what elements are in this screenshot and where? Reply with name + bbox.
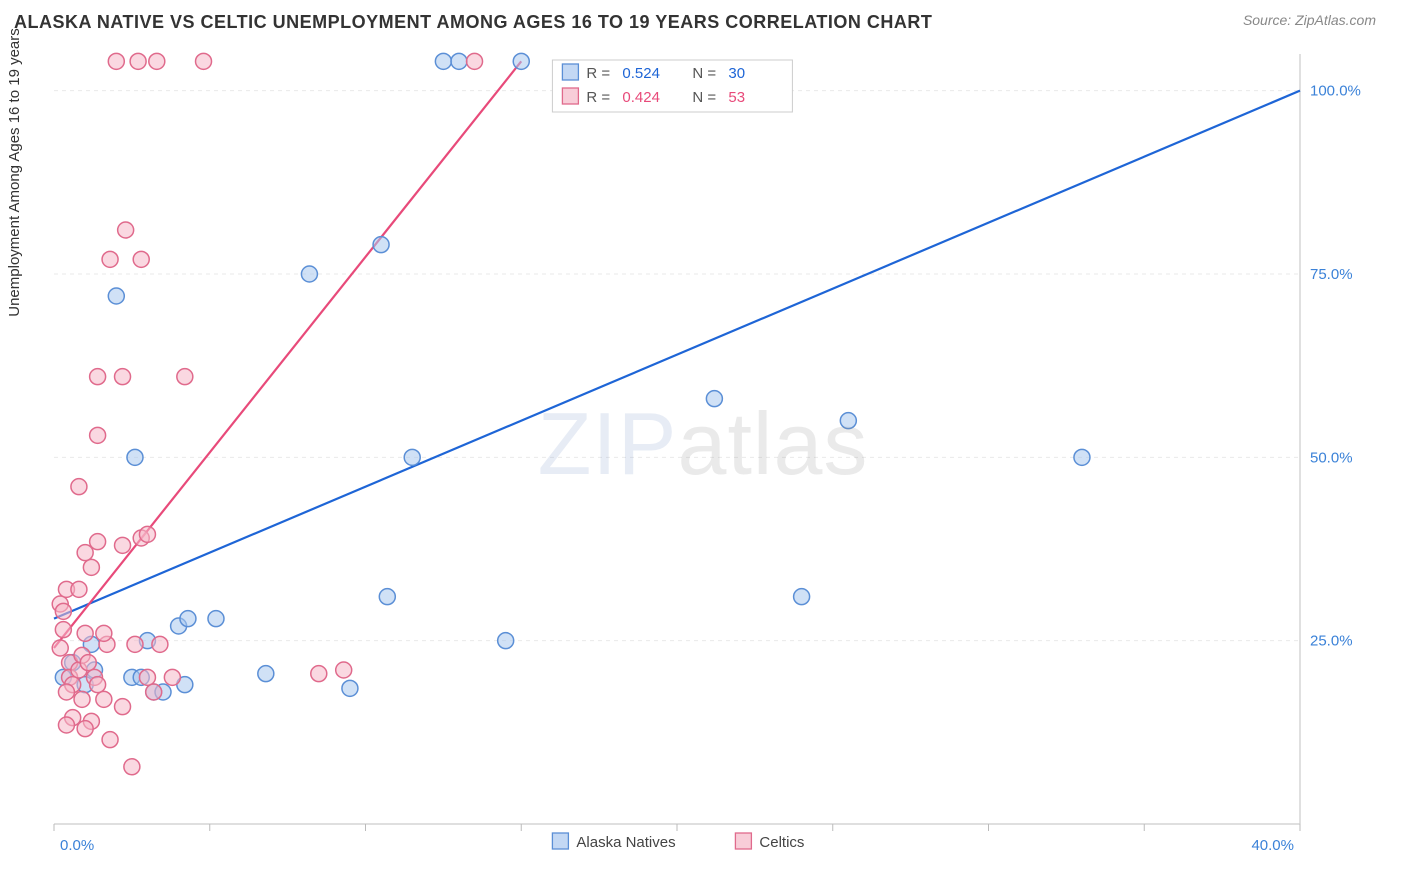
svg-text:R =: R = (586, 89, 610, 106)
svg-text:Alaska Natives: Alaska Natives (576, 834, 675, 851)
svg-text:Celtics: Celtics (759, 834, 804, 851)
scatter-chart: 0.0% 40.0% 25.0% 50.0% 75.0% 100.0% R = 0.524 N … (14, 44, 1392, 878)
svg-text:0.0%: 0.0% (60, 837, 94, 854)
chart-title: ALASKA NATIVE VS CELTIC UNEMPLOYMENT AMO… (14, 12, 932, 33)
chart-container: Unemployment Among Ages 16 to 19 years 0… (14, 44, 1392, 878)
svg-text:50.0%: 50.0% (1310, 449, 1353, 466)
svg-text:25.0%: 25.0% (1310, 633, 1353, 650)
svg-text:R =: R = (586, 65, 610, 82)
svg-text:30: 30 (728, 65, 745, 82)
y-axis-label: Unemployment Among Ages 16 to 19 years (6, 28, 23, 317)
svg-text:53: 53 (728, 89, 745, 106)
svg-text:0.424: 0.424 (622, 89, 660, 106)
source-label: Source: ZipAtlas.com (1243, 12, 1376, 28)
svg-text:N =: N = (692, 65, 716, 82)
svg-text:N =: N = (692, 89, 716, 106)
svg-text:100.0%: 100.0% (1310, 83, 1361, 100)
svg-text:0.524: 0.524 (622, 65, 660, 82)
svg-text:40.0%: 40.0% (1251, 837, 1294, 854)
svg-text:75.0%: 75.0% (1310, 266, 1353, 283)
